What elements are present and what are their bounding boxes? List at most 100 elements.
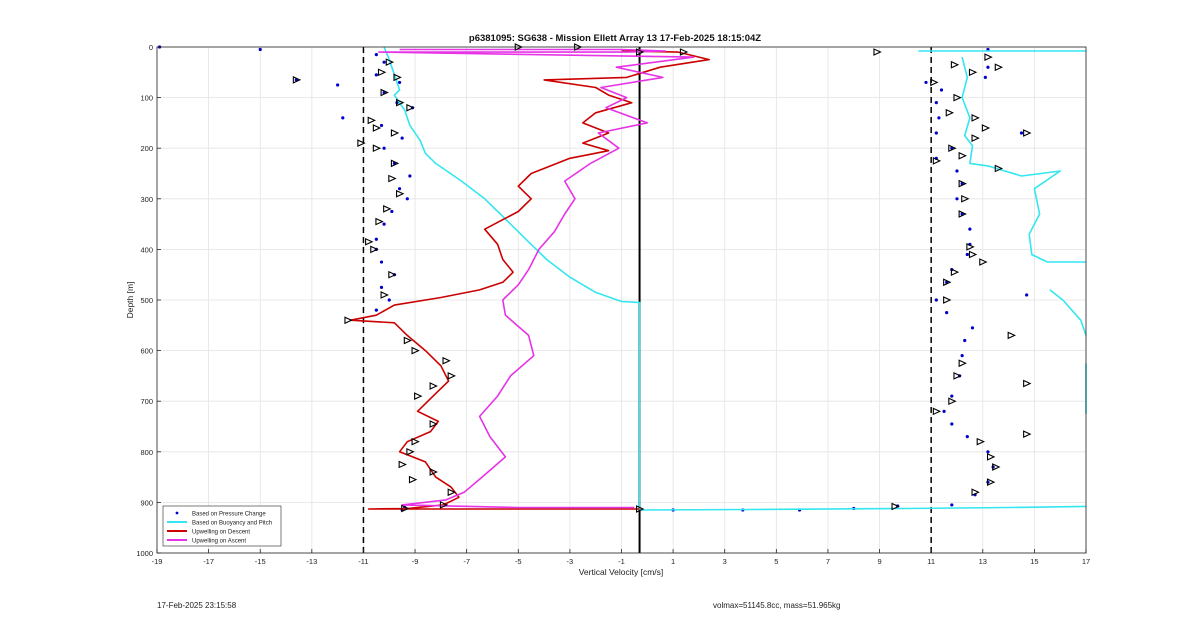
data-point <box>447 372 456 380</box>
data-point <box>942 409 946 413</box>
data-point <box>403 336 413 345</box>
data-point <box>344 316 353 325</box>
data-point <box>932 407 942 416</box>
data-point <box>390 159 400 168</box>
footer-timestamp: 17-Feb-2025 23:15:58 <box>157 601 237 610</box>
data-point <box>379 123 384 128</box>
data-point <box>986 453 996 461</box>
data-point <box>396 98 405 107</box>
data-point <box>382 222 386 226</box>
data-point <box>397 187 402 191</box>
x-tick-label: 5 <box>774 557 778 566</box>
legend-label: Based on Pressure Change <box>192 511 266 517</box>
x-tick-label: -13 <box>306 557 317 566</box>
data-point <box>405 197 409 201</box>
y-tick-label: 200 <box>140 144 153 153</box>
data-point <box>1019 131 1024 135</box>
y-tick-label: 800 <box>140 448 153 457</box>
data-point <box>372 144 382 153</box>
data-point <box>679 48 689 56</box>
data-point <box>976 437 986 446</box>
data-point <box>971 488 980 497</box>
data-point <box>375 217 384 226</box>
data-point <box>408 475 418 484</box>
data-point <box>393 73 402 82</box>
data-point <box>374 73 378 77</box>
y-tick-label: 300 <box>140 195 153 204</box>
data-point <box>341 116 345 120</box>
data-point <box>958 151 967 160</box>
data-point <box>387 298 391 302</box>
data-point <box>382 146 386 150</box>
data-point <box>968 68 978 77</box>
x-tick-label: 17 <box>1082 557 1090 566</box>
data-point <box>374 237 378 241</box>
data-point <box>965 252 969 257</box>
x-tick-label: -9 <box>412 557 419 566</box>
data-point <box>984 53 993 61</box>
x-tick-label: 3 <box>723 557 727 566</box>
data-point <box>950 422 954 426</box>
data-point <box>948 144 957 153</box>
data-point <box>963 338 967 343</box>
data-point <box>945 108 955 117</box>
data-point <box>292 76 302 84</box>
data-point <box>958 179 967 188</box>
data-point <box>994 63 1004 72</box>
data-point <box>374 308 378 312</box>
data-point <box>636 505 645 513</box>
x-axis-label: Vertical Velocity [cm/s] <box>579 567 664 577</box>
data-point <box>955 197 959 201</box>
x-tick-label: -17 <box>203 557 214 566</box>
data-point <box>1023 430 1032 438</box>
x-tick-label: -5 <box>515 557 522 566</box>
data-point <box>258 47 262 52</box>
data-point <box>958 359 967 368</box>
x-tick-label: 15 <box>1030 557 1038 566</box>
x-tick-label: -1 <box>618 557 625 566</box>
data-point <box>442 356 451 365</box>
footer-volmax-mass: volmax=51145.8cc, mass=51.965kg <box>713 601 841 610</box>
data-point <box>986 478 996 487</box>
legend: Based on Pressure Change Based on Buoyanc… <box>162 505 282 547</box>
x-tick-label: -3 <box>567 557 574 566</box>
data-point <box>950 268 960 277</box>
data-point <box>953 372 962 380</box>
data-point <box>979 258 988 266</box>
data-point <box>385 58 395 67</box>
data-point <box>390 209 394 214</box>
data-point <box>388 270 397 279</box>
data-point <box>390 129 400 137</box>
data-point <box>966 243 975 251</box>
x-tick-label: 13 <box>979 557 987 566</box>
data-point <box>965 435 969 439</box>
data-point <box>958 210 967 218</box>
series-line <box>961 56 1086 263</box>
data-point <box>377 68 387 77</box>
x-tick-label: -11 <box>358 557 368 566</box>
data-point <box>971 134 980 142</box>
y-axis-label: Depth [m] <box>125 282 135 319</box>
y-tick-label: 0 <box>149 43 153 52</box>
series-layer <box>157 43 1087 513</box>
data-point <box>1023 129 1032 137</box>
data-point <box>986 65 990 69</box>
data-point <box>429 468 438 476</box>
data-point <box>439 501 449 509</box>
data-point <box>411 437 420 446</box>
y-tick-label: 700 <box>140 397 153 406</box>
data-point <box>891 502 900 511</box>
data-point <box>336 83 340 87</box>
x-tick-label: 9 <box>877 557 881 566</box>
data-point <box>397 80 402 85</box>
data-point <box>953 93 962 102</box>
data-point <box>968 250 978 259</box>
data-point <box>379 285 384 289</box>
data-point <box>400 136 404 140</box>
legend-label: Upwelling on Descent <box>192 529 250 535</box>
grid-layer <box>156 46 1087 554</box>
data-point <box>932 156 942 165</box>
data-point <box>970 326 975 330</box>
data-point <box>379 260 384 264</box>
